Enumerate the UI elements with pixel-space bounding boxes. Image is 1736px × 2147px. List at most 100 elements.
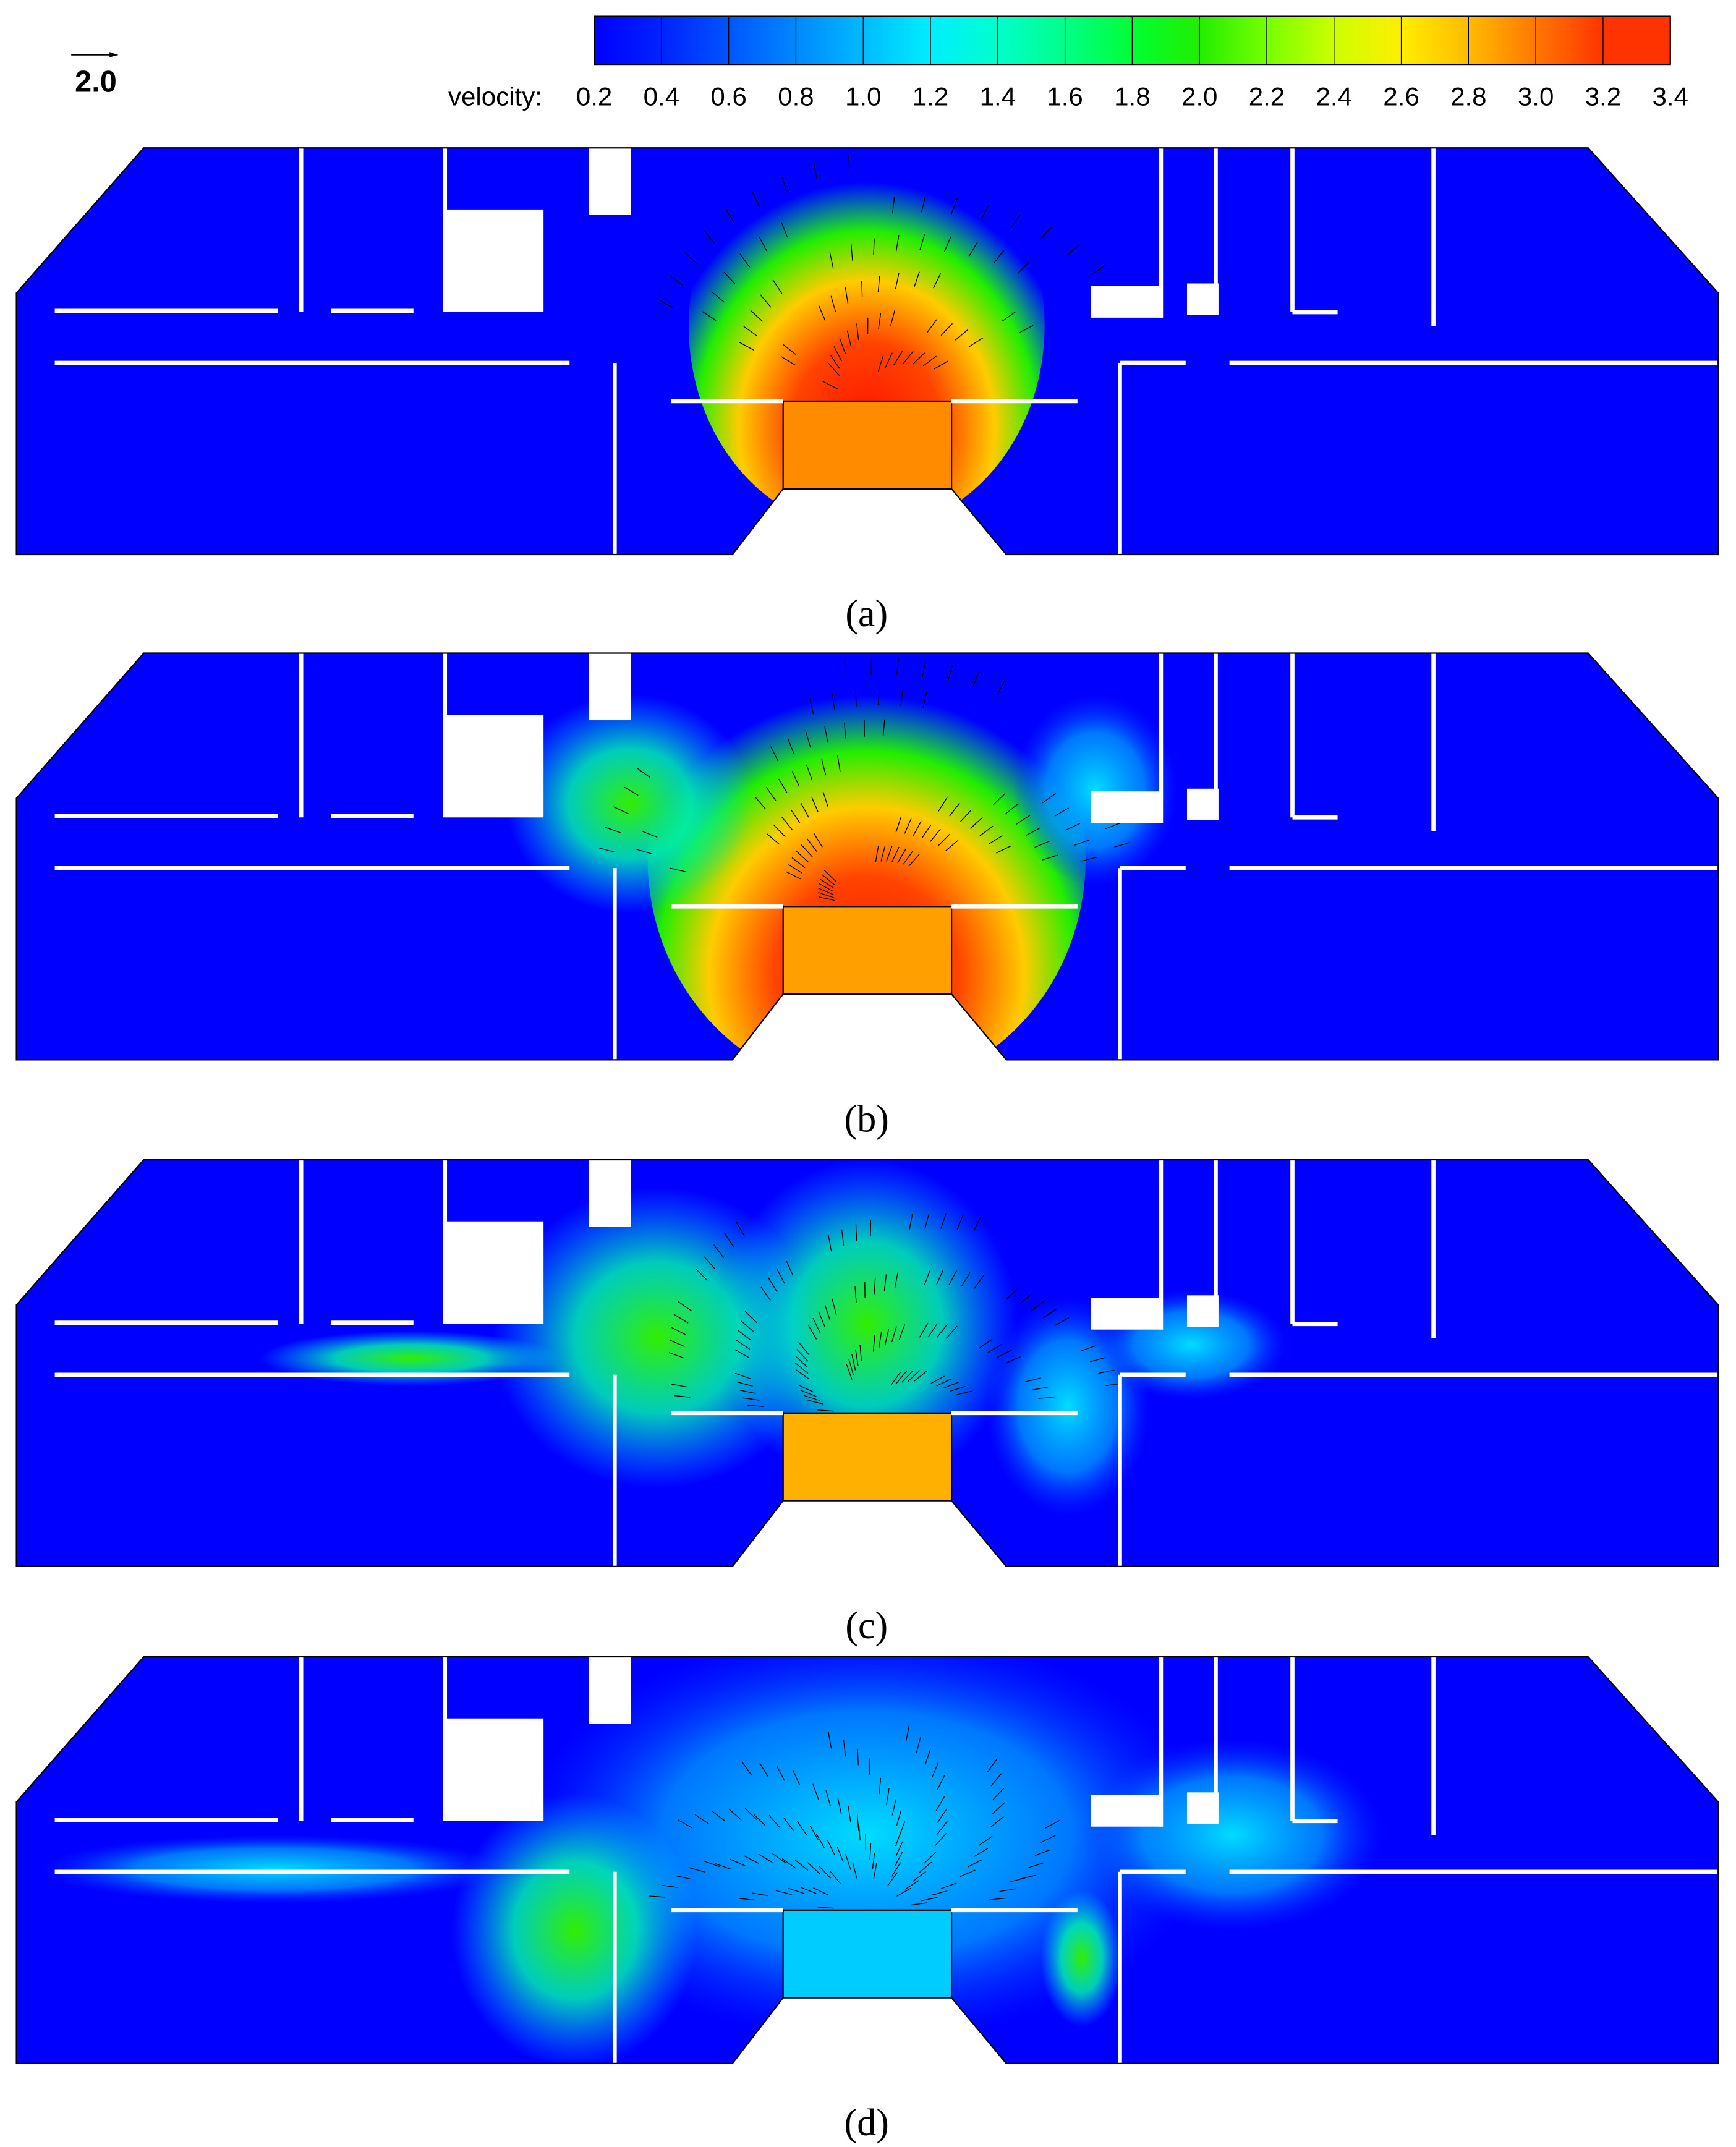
flow-arrow — [739, 1898, 756, 1901]
flow-arrow — [877, 275, 880, 292]
flow-arrow — [669, 1340, 685, 1347]
colorbar-segment — [863, 16, 932, 65]
flow-arrow — [909, 1214, 913, 1231]
flow-arrow — [913, 352, 925, 365]
colorbar-tick-label: 1.8 — [1114, 82, 1150, 111]
flow-arrow — [773, 825, 786, 838]
flow-arrow — [821, 759, 827, 776]
flow-arrow — [896, 1810, 902, 1827]
flow-arrow — [856, 323, 859, 340]
flow-arrow — [1028, 1862, 1044, 1868]
flow-arrow — [741, 1320, 754, 1332]
flow-arrow — [781, 222, 788, 238]
flow-arrow — [801, 1390, 817, 1397]
flow-arrow — [895, 1841, 903, 1857]
flow-arrow — [744, 1311, 757, 1324]
flow-arrow — [895, 235, 900, 252]
flow-arrow — [766, 833, 780, 845]
flow-arrow — [872, 1853, 875, 1869]
flow-arrow — [736, 1222, 745, 1237]
flow-arrow — [832, 693, 835, 710]
flow-arrow — [851, 1354, 856, 1371]
flow-arrow — [787, 738, 794, 754]
flow-arrow — [1080, 1345, 1097, 1351]
flow-arrow — [987, 1758, 998, 1772]
flow-arrow — [704, 230, 715, 244]
flow-arrow — [848, 1359, 854, 1375]
flow-arrow — [992, 1802, 1005, 1814]
flow-arrow — [823, 870, 836, 882]
panel — [17, 121, 1719, 555]
flow-arrow — [969, 242, 978, 257]
flow-arrow — [886, 1788, 890, 1805]
flow-arrow — [776, 1269, 785, 1284]
flow-arrow — [736, 1381, 753, 1387]
flow-arrow — [786, 1260, 794, 1276]
flow-arrow — [846, 1364, 853, 1380]
flow-arrow — [900, 689, 904, 706]
flow-arrow — [711, 291, 725, 303]
flow-arrow — [843, 722, 846, 739]
flow-arrow — [649, 1895, 665, 1898]
flow-arrow — [854, 1286, 857, 1303]
flow-arrow — [753, 1814, 766, 1827]
flow-arrow — [818, 888, 834, 895]
velocity-glow — [1013, 694, 1178, 886]
flow-arrow — [856, 1814, 859, 1831]
flow-arrow — [1081, 856, 1098, 862]
flow-arrow — [927, 1323, 938, 1338]
flow-arrow — [1092, 264, 1107, 274]
flow-arrow — [841, 1229, 845, 1246]
nozzle — [782, 1412, 953, 1502]
flow-arrow — [891, 1326, 897, 1343]
flow-arrow — [807, 838, 818, 852]
flow-arrow — [772, 1853, 786, 1864]
colorbar-segment — [661, 16, 730, 65]
flow-arrow — [1098, 1369, 1115, 1374]
flow-arrow — [990, 1773, 1002, 1787]
flow-arrow — [855, 1349, 859, 1366]
flow-arrow — [788, 1887, 804, 1894]
flow-arrow — [891, 1799, 896, 1816]
flow-arrow — [780, 355, 796, 365]
flow-arrow — [924, 1749, 931, 1765]
colorbar-tick-label: 2.0 — [1181, 82, 1217, 111]
flow-arrow — [798, 1384, 814, 1393]
flow-arrow — [843, 1740, 846, 1757]
flow-arrow — [907, 1370, 921, 1382]
colorbar-segment — [1334, 16, 1402, 65]
flow-arrow — [921, 824, 932, 839]
flow-arrow — [937, 1324, 948, 1338]
flow-arrow — [765, 787, 777, 801]
flow-arrow — [967, 1859, 982, 1868]
flow-arrow — [734, 1372, 751, 1379]
flow-arrow — [883, 1274, 887, 1291]
flow-arrow — [913, 271, 920, 288]
panel-label: (c) — [845, 1605, 888, 1647]
flow-arrow — [872, 1335, 875, 1352]
flow-arrow — [704, 1860, 720, 1868]
flow-arrow — [636, 849, 653, 855]
legend-title: velocity: — [448, 82, 542, 111]
flow-arrow — [817, 1907, 834, 1909]
flow-arrow — [770, 746, 779, 762]
flow-arrow — [1026, 827, 1041, 836]
flow-arrow — [768, 1277, 778, 1293]
flow-arrow — [806, 764, 813, 781]
flow-arrow — [807, 1862, 820, 1874]
flow-arrow — [935, 1833, 947, 1846]
flow-arrow — [670, 1384, 687, 1388]
nozzle — [782, 906, 953, 995]
flow-arrow — [880, 845, 886, 862]
colorbar-segment — [728, 16, 797, 65]
velocity-glow — [1081, 1738, 1383, 1931]
flow-arrow — [891, 1862, 901, 1877]
panel — [17, 1630, 1719, 2068]
flow-arrow — [754, 796, 766, 810]
colorbar-frame — [593, 15, 1671, 66]
flow-arrow — [830, 1871, 841, 1884]
flow-arrow — [724, 1233, 734, 1248]
flow-arrow — [804, 1395, 820, 1401]
